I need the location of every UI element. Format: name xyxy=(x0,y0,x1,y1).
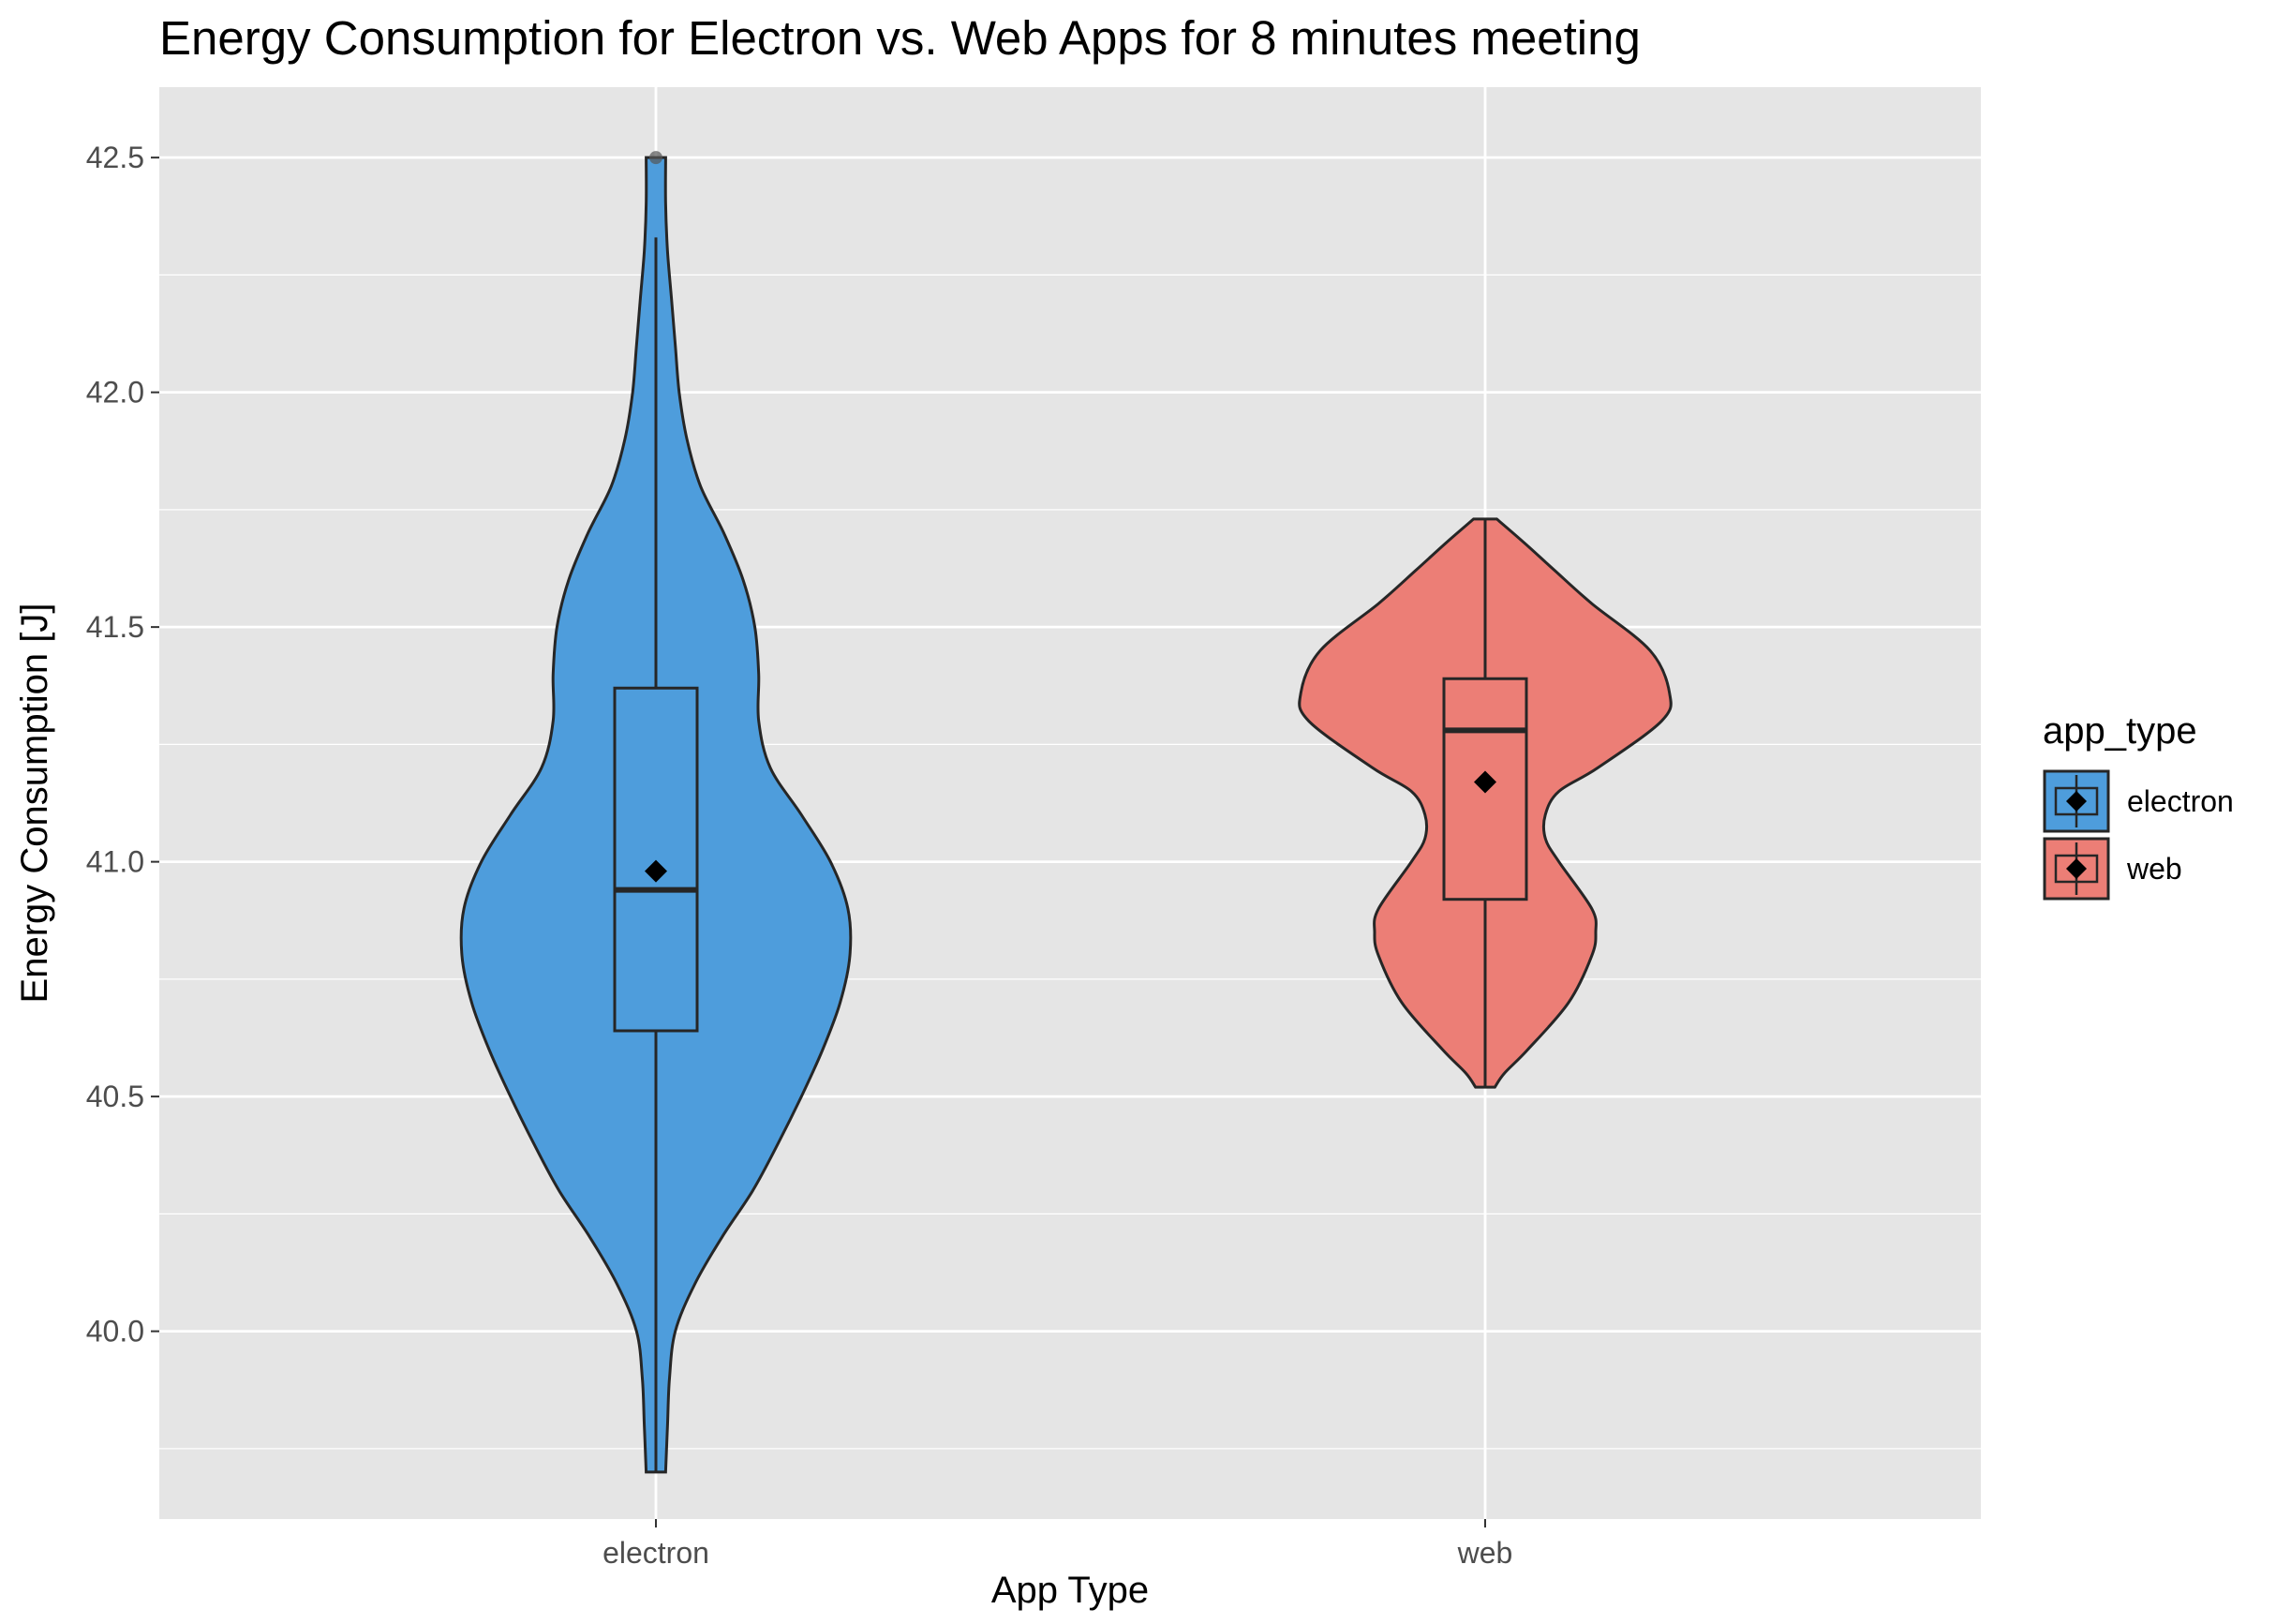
y-tick-label: 41.0 xyxy=(86,845,144,879)
violins xyxy=(459,151,1673,1474)
box-web xyxy=(1442,677,1528,901)
legend-item-electron: electron xyxy=(2043,769,2234,833)
y-tick-label: 40.0 xyxy=(86,1315,144,1348)
x-axis: electron web xyxy=(602,1519,1512,1570)
legend-title: app_type xyxy=(2043,710,2197,752)
legend: app_type electron web xyxy=(2043,710,2234,901)
violin-group-electron xyxy=(459,151,853,1474)
outlier-electron xyxy=(649,151,662,165)
y-axis: 40.0 40.5 41.0 41.5 42.0 42.5 xyxy=(86,141,159,1348)
plot-panel xyxy=(159,87,1981,1519)
y-axis-title: Energy Consumption [J] xyxy=(14,603,55,1004)
violin-group-web xyxy=(1298,517,1673,1089)
mean-marker-web xyxy=(1474,770,1496,794)
y-tick-label: 42.0 xyxy=(86,376,144,410)
legend-key-box xyxy=(2054,786,2099,816)
y-tick-label: 40.5 xyxy=(86,1080,144,1113)
legend-label-web: web xyxy=(2126,852,2182,886)
box-electron xyxy=(613,686,699,1033)
x-tick-label: web xyxy=(1457,1536,1513,1570)
legend-key-box xyxy=(2054,854,2099,884)
legend-item-web: web xyxy=(2043,837,2182,901)
chart-title: Energy Consumption for Electron vs. Web … xyxy=(159,11,1641,65)
legend-label-electron: electron xyxy=(2127,784,2234,818)
x-axis-title: App Type xyxy=(991,1570,1149,1611)
y-tick-label: 41.5 xyxy=(86,610,144,644)
x-tick-label: electron xyxy=(602,1536,709,1570)
mean-marker-electron xyxy=(645,859,667,883)
legend-key-mean xyxy=(2066,791,2087,812)
violin-electron xyxy=(459,156,853,1474)
y-tick-label: 42.5 xyxy=(86,141,144,174)
violin-web xyxy=(1298,517,1673,1089)
legend-key-mean xyxy=(2066,858,2087,879)
